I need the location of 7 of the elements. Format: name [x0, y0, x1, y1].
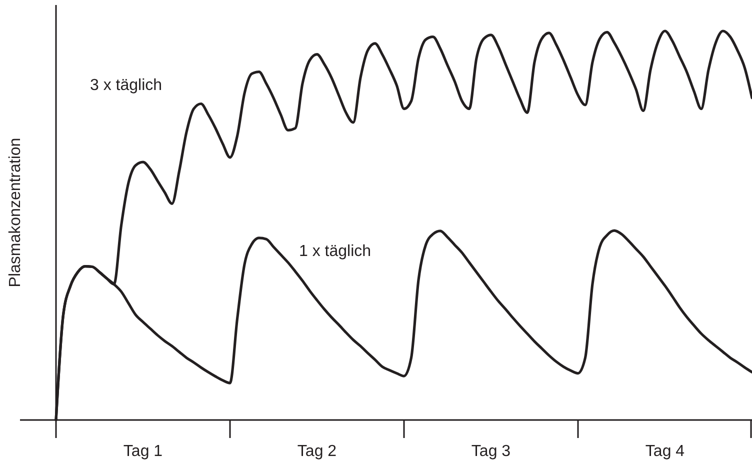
x-tick-label: Tag 4	[645, 443, 685, 460]
x-tick-label: Tag 2	[297, 443, 337, 460]
x-tick-label: Tag 1	[123, 443, 163, 460]
y-axis-title: Plasmakonzentration	[7, 138, 24, 288]
series-label: 1 x täglich	[299, 242, 372, 260]
x-tick-label: Tag 3	[471, 443, 511, 460]
text: 3 x täglich	[90, 77, 162, 94]
